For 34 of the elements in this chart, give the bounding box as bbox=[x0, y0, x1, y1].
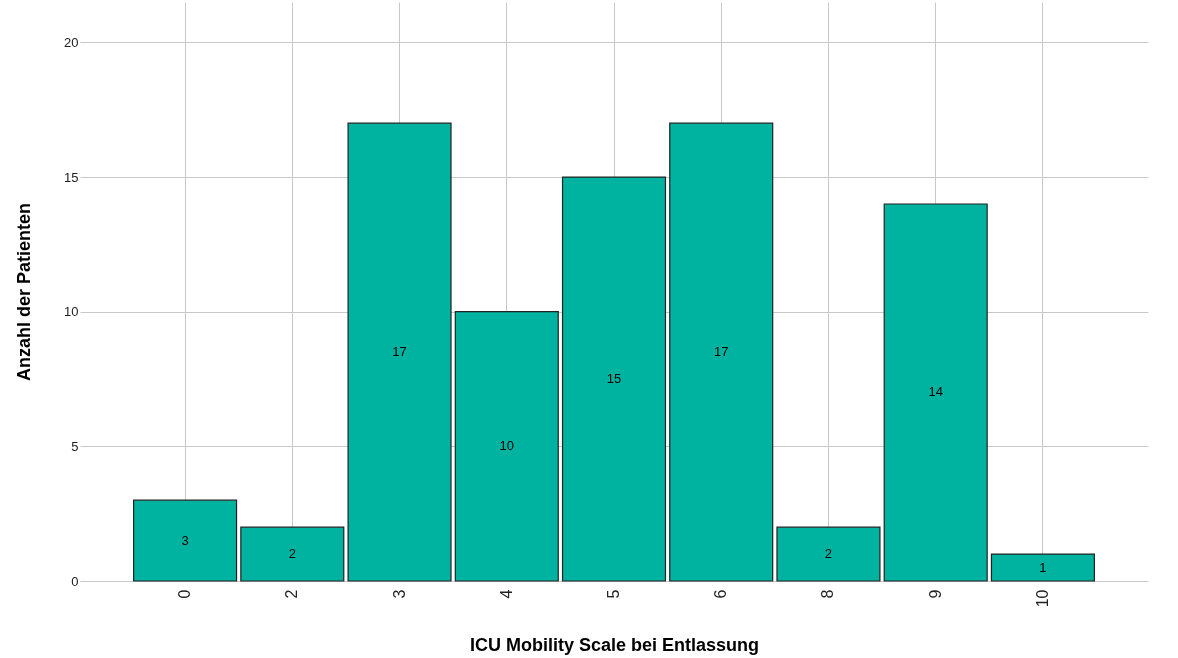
y-tick-label: 15 bbox=[64, 169, 79, 185]
data-label: 3 bbox=[181, 532, 189, 548]
bar bbox=[990, 553, 1095, 582]
y-tick-label: 0 bbox=[71, 573, 79, 589]
data-label: 1 bbox=[1039, 559, 1047, 575]
y-tick-label: 20 bbox=[64, 34, 79, 50]
bar bbox=[133, 499, 238, 582]
x-tick-label: 9 bbox=[926, 589, 944, 599]
data-label: 14 bbox=[928, 384, 943, 400]
data-label: 10 bbox=[499, 438, 515, 454]
data-label: 17 bbox=[392, 344, 407, 360]
x-tick-label: 4 bbox=[497, 589, 515, 599]
data-label: 17 bbox=[713, 344, 729, 360]
bar bbox=[561, 176, 667, 582]
x-tick-label: 5 bbox=[605, 589, 622, 599]
bar bbox=[454, 311, 559, 582]
bar bbox=[776, 526, 881, 582]
x-axis-title: ICU Mobility Scale bei Entlassung bbox=[469, 635, 760, 656]
data-label: 2 bbox=[288, 546, 296, 562]
y-tick-label: 5 bbox=[71, 438, 79, 454]
x-tick-label: 3 bbox=[390, 589, 408, 599]
x-tick-label: 10 bbox=[1033, 589, 1051, 608]
data-label: 15 bbox=[606, 371, 622, 387]
bar bbox=[669, 122, 774, 582]
y-axis-title: Anzahl der Patienten bbox=[14, 202, 35, 382]
x-tick-label: 6 bbox=[712, 589, 730, 599]
bar bbox=[347, 122, 452, 582]
x-tick-label: 0 bbox=[176, 589, 194, 599]
x-tick-label: 2 bbox=[283, 589, 301, 599]
bar bbox=[240, 526, 345, 582]
bar bbox=[883, 203, 988, 582]
x-tick-label: 8 bbox=[819, 589, 837, 599]
y-tick-label: 10 bbox=[64, 304, 79, 320]
data-label: 2 bbox=[824, 546, 833, 562]
